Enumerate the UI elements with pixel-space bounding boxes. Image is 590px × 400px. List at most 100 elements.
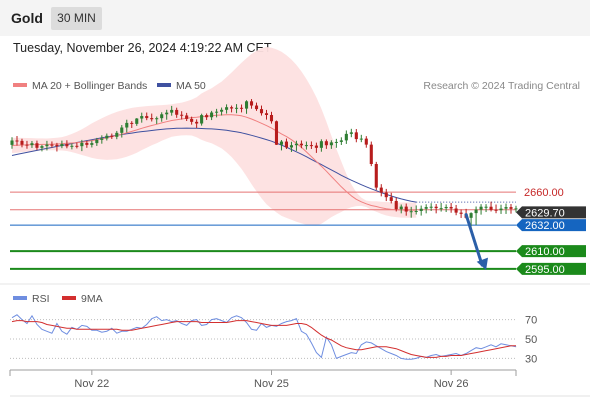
candle-body	[434, 206, 438, 209]
candle-body	[479, 206, 483, 210]
candle-body	[304, 145, 308, 147]
candle-body	[80, 142, 84, 147]
candle-body	[389, 197, 393, 201]
candle-body	[90, 143, 94, 145]
rsi-tick-label-50: 50	[525, 334, 537, 346]
legend-rsi: RSI	[13, 293, 50, 305]
timestamp: Tuesday, November 26, 2024 4:19:22 AM CE…	[13, 41, 272, 55]
candle-body	[205, 115, 209, 118]
candle-body	[100, 138, 104, 140]
candle-body	[125, 122, 129, 128]
rsi-tick-label-30: 30	[525, 353, 537, 365]
candle-body	[474, 209, 478, 214]
ma20-line	[11, 114, 417, 211]
legend-9ma: 9MA	[62, 293, 103, 305]
candle-body	[499, 208, 503, 211]
timeframe-button[interactable]: 30 MIN	[51, 7, 102, 30]
candle-body	[444, 206, 448, 209]
level-label-2595.00-box	[516, 262, 586, 275]
candle-body	[314, 145, 318, 148]
candle-body	[239, 107, 244, 109]
candle-body	[369, 144, 373, 164]
symbol-title: Gold	[11, 10, 43, 26]
candle-body	[160, 114, 164, 119]
candle-body	[170, 109, 174, 113]
candle-body	[70, 145, 74, 147]
candle-body	[509, 207, 513, 209]
candle-body	[329, 142, 333, 146]
candle-body	[364, 138, 368, 145]
candle-body	[274, 121, 279, 145]
rsi-swatch	[13, 296, 27, 301]
candle-body	[120, 127, 124, 133]
candle-body	[110, 135, 114, 137]
candle-body	[449, 206, 453, 209]
bollinger-band-fill	[12, 47, 417, 226]
credit-text: Research © 2024 Trading Central	[423, 80, 580, 92]
candle-body	[190, 118, 194, 122]
candle-body	[150, 118, 154, 120]
candle-body	[299, 143, 303, 146]
candle-body	[140, 116, 144, 119]
ma9-label: 9MA	[81, 293, 103, 305]
candle-body	[95, 139, 99, 144]
candle-body	[10, 140, 14, 145]
candle-body	[235, 107, 239, 109]
candle-body	[25, 144, 29, 146]
candle-body	[15, 140, 19, 142]
x-tick-label-0: Nov 22	[74, 378, 109, 390]
candle-body	[130, 122, 134, 124]
candle-body	[414, 210, 418, 212]
candle-body	[454, 208, 458, 213]
candle-body	[294, 143, 298, 146]
candle-body	[359, 138, 363, 140]
candle-body	[399, 206, 403, 210]
candle-body	[494, 209, 498, 211]
ma50-swatch	[157, 83, 171, 88]
ma20-label: MA 20 + Bollinger Bands	[32, 80, 148, 92]
candle-body	[65, 144, 69, 147]
candle-body	[35, 143, 39, 148]
candle-body	[195, 121, 199, 124]
candle-body	[45, 144, 49, 147]
last-price-label-box	[516, 206, 586, 219]
level-label-2610.00-text: 2610.00	[525, 246, 565, 258]
candle-body	[215, 111, 219, 113]
forecast-arrow-head	[476, 257, 488, 270]
x-tick-label-2: Nov 26	[434, 378, 469, 390]
level-label-2632.00-text: 2632.00	[525, 220, 565, 232]
candle-body	[175, 109, 179, 115]
candle-body	[20, 140, 24, 145]
candle-body	[429, 206, 433, 208]
candle-body	[309, 145, 313, 147]
candle-body	[394, 200, 398, 210]
candle-body	[459, 212, 463, 214]
candle-body	[50, 144, 54, 146]
candle-body	[105, 135, 109, 139]
candle-body	[484, 206, 488, 208]
candle-body	[264, 113, 269, 115]
candle-body	[165, 112, 169, 115]
candle-body	[374, 163, 378, 188]
candle-body	[180, 114, 184, 116]
candle-body	[230, 107, 234, 109]
candle-body	[339, 140, 343, 142]
candle-body	[244, 101, 249, 109]
candle-body	[200, 115, 204, 124]
level-label-2610.00: 2610.00	[516, 245, 586, 258]
candle-body	[279, 141, 284, 145]
candle-body	[334, 141, 338, 143]
candle-body	[514, 208, 518, 210]
rsi-line	[11, 314, 517, 360]
candle-body	[220, 109, 224, 112]
x-tick-label-1: Nov 25	[254, 378, 289, 390]
candle-body	[469, 213, 473, 218]
candle-body	[439, 208, 443, 210]
candle-body	[324, 141, 328, 146]
level-label-2610.00-box	[516, 245, 586, 258]
candle-body	[155, 118, 159, 120]
level-label-2660.00: 2660.00	[524, 187, 564, 199]
candle-body	[489, 206, 493, 210]
rsi-tick-label-70: 70	[525, 315, 537, 327]
